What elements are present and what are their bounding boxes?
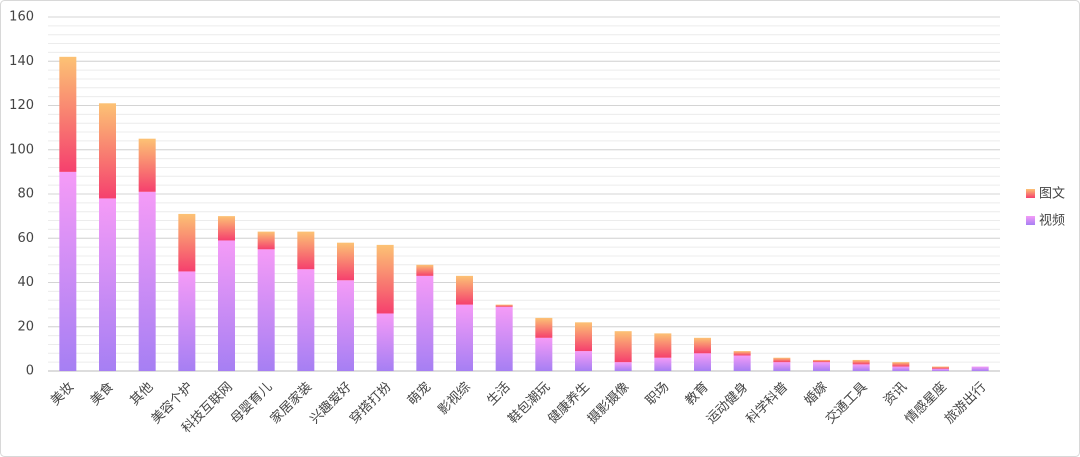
legend-label: 图文 (1039, 187, 1065, 202)
bar-segment (932, 366, 949, 369)
bar-segment (59, 171, 77, 371)
y-tick-label: 140 (9, 54, 34, 69)
bar-segment (218, 216, 235, 241)
bar-segment (733, 351, 751, 356)
bar-segment (971, 366, 989, 371)
bar-segment (495, 304, 513, 307)
bar-segment (773, 362, 791, 371)
bar-segment (614, 331, 632, 363)
bar-segment (297, 269, 315, 371)
bar-segment (892, 366, 910, 371)
bar-segment (178, 213, 196, 272)
bar-segment (535, 337, 553, 371)
bar-segment (337, 242, 354, 281)
bar-segment (138, 191, 156, 371)
bar-segment (614, 362, 632, 371)
bar-segment (733, 355, 751, 371)
bar-segment (773, 357, 791, 363)
bar-segment (138, 138, 156, 192)
y-tick-label: 160 (9, 10, 34, 25)
bar-segment (654, 333, 672, 358)
bar-segment (416, 264, 434, 276)
bar-segment (654, 357, 672, 371)
bar-segment (813, 362, 830, 371)
bar-segment (99, 198, 116, 371)
bar-segment (416, 275, 434, 371)
legend-swatch (1026, 216, 1035, 225)
y-tick-label: 20 (17, 319, 34, 334)
y-tick-label: 100 (9, 142, 34, 157)
bar-segment (376, 313, 394, 371)
bar-segment (257, 231, 275, 250)
bar-segment (59, 56, 77, 172)
bar-segment (892, 362, 910, 367)
bar-segment (337, 280, 354, 371)
bar-segment (575, 322, 592, 352)
bar-segment (297, 231, 315, 270)
bar-segment (852, 359, 870, 365)
bar-segment (257, 249, 275, 371)
y-tick-label: 0 (26, 364, 34, 379)
bar-segment (694, 353, 711, 371)
bar-segment (575, 351, 592, 371)
y-tick-label: 40 (17, 275, 34, 290)
bar-segment (495, 306, 513, 371)
bar-segment (376, 244, 394, 314)
y-tick-label: 80 (17, 187, 34, 202)
bar-segment (456, 304, 473, 371)
bar-segment (694, 337, 711, 354)
bar-segment (813, 359, 830, 363)
bar-segment (535, 317, 553, 338)
legend-label: 视频 (1039, 214, 1065, 229)
bar-segment (178, 271, 196, 371)
bar-segment (932, 368, 949, 371)
y-tick-label: 60 (17, 231, 34, 246)
y-tick-label: 120 (9, 98, 34, 113)
bar-segment (456, 275, 473, 305)
bar-segment (852, 364, 870, 371)
bar-segment (99, 103, 116, 199)
bar-segment (218, 240, 235, 371)
legend-swatch (1026, 189, 1035, 198)
